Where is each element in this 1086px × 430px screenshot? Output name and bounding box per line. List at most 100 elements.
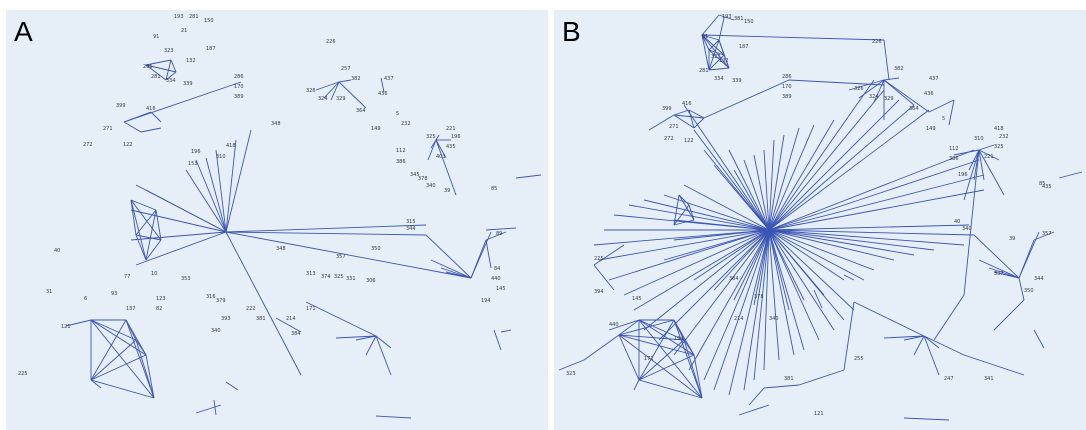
hub-edge	[768, 229, 965, 246]
node-label: 193	[722, 14, 732, 20]
network-edge	[708, 54, 725, 71]
node-label: 112	[949, 146, 959, 152]
node-label: 214	[734, 316, 744, 322]
node-label: 281	[699, 68, 709, 74]
node-label: 247	[944, 376, 954, 382]
node-label: 340	[211, 328, 221, 334]
network-edge	[500, 329, 512, 333]
hub-edge	[623, 229, 770, 296]
node-label: 378	[754, 294, 764, 300]
node-label: 334	[714, 76, 724, 82]
hub-edge	[215, 149, 227, 233]
hub-edge	[305, 301, 377, 337]
hub-edge	[768, 99, 900, 231]
network-edge	[701, 14, 720, 36]
hub-edge	[688, 229, 770, 371]
node-label: 257	[341, 66, 351, 72]
node-label: 326	[306, 88, 316, 94]
network-edge	[515, 174, 542, 179]
hub-edge	[713, 229, 770, 391]
network-edge	[673, 109, 690, 116]
hub-edge	[768, 89, 885, 231]
network-edge	[583, 334, 620, 361]
node-label: 350	[371, 246, 381, 252]
node-label: 123	[156, 296, 166, 302]
hub-edge	[425, 234, 472, 279]
node-label: 225	[594, 256, 604, 262]
network-edge	[380, 77, 385, 93]
node-label: 196	[191, 149, 201, 155]
hub-edge	[768, 229, 805, 301]
network-edge	[701, 34, 720, 41]
hub-edge	[763, 149, 770, 231]
hub-edge	[768, 229, 895, 261]
hub-edge	[768, 127, 800, 231]
network-edge	[798, 369, 845, 386]
node-label: 340	[426, 183, 436, 189]
network-edge	[693, 354, 703, 399]
node-label: 440	[491, 276, 501, 282]
network-edge	[130, 199, 147, 261]
network-edge	[558, 359, 585, 371]
node-label: 206	[143, 64, 153, 70]
node-label: 416	[682, 101, 692, 107]
network-edge	[145, 239, 162, 261]
network-edge	[618, 319, 640, 336]
node-label: 310	[216, 154, 226, 160]
node-label: 350	[1024, 288, 1034, 294]
network-edge	[145, 354, 155, 399]
network-edge	[688, 109, 705, 119]
hub-edge	[728, 229, 770, 396]
node-label: 381	[734, 16, 744, 22]
node-label: 187	[206, 46, 216, 52]
node-label: 85	[1039, 181, 1045, 187]
network-graph-a: 193 281 150 21 91 187 323 132 206 281 334 339 286 170…	[18, 14, 542, 419]
hub-edge	[993, 271, 1020, 279]
hub-edge	[768, 229, 780, 361]
hub-edge	[883, 335, 925, 339]
node-label: 389	[782, 94, 792, 100]
network-edge	[145, 64, 167, 81]
node-label: 384	[729, 276, 739, 282]
network-edge	[135, 234, 147, 261]
network-edge	[963, 149, 980, 296]
node-label: 149	[926, 126, 936, 132]
node-label: 326	[854, 86, 864, 92]
hub-edge	[768, 229, 875, 271]
node-label: 348	[276, 246, 286, 252]
hub-edge	[753, 229, 770, 381]
node-label: 281	[189, 14, 199, 20]
node-label: 437	[384, 76, 394, 82]
hub-edge	[848, 79, 885, 91]
node-label: 313	[306, 271, 316, 277]
hub-edge	[693, 229, 770, 281]
hub-edge	[643, 199, 770, 231]
network-edge	[375, 415, 412, 419]
network-edge	[738, 404, 770, 416]
hub-edge	[978, 149, 1005, 196]
node-label: 91	[153, 34, 159, 40]
network-edge	[135, 234, 162, 241]
hub-edge	[903, 335, 925, 341]
hub-edge	[733, 169, 770, 231]
node-label: 194	[674, 336, 684, 342]
node-label: 394	[594, 289, 604, 295]
network-edge	[65, 319, 92, 327]
network-edge	[165, 71, 177, 81]
panel-b: 193 381 150 91 187 323 132 281 334 339 286 170 389 41…	[554, 10, 1086, 430]
node-label: 389	[234, 94, 244, 100]
node-label: 91	[702, 34, 708, 40]
network-edge	[135, 209, 157, 236]
hub-edge	[978, 259, 1020, 279]
hub-edge	[768, 229, 795, 356]
network-edge	[708, 49, 730, 69]
network-edge	[701, 34, 725, 56]
panel-a: 193 281 150 21 91 187 323 132 206 281 334 339 286 170…	[6, 10, 548, 430]
hub-edge	[883, 77, 900, 81]
hub-edge	[628, 204, 770, 231]
hub-edge	[923, 335, 940, 349]
hub-edge	[145, 189, 227, 233]
node-label: 40	[954, 219, 960, 225]
node-label: 436	[924, 91, 934, 97]
